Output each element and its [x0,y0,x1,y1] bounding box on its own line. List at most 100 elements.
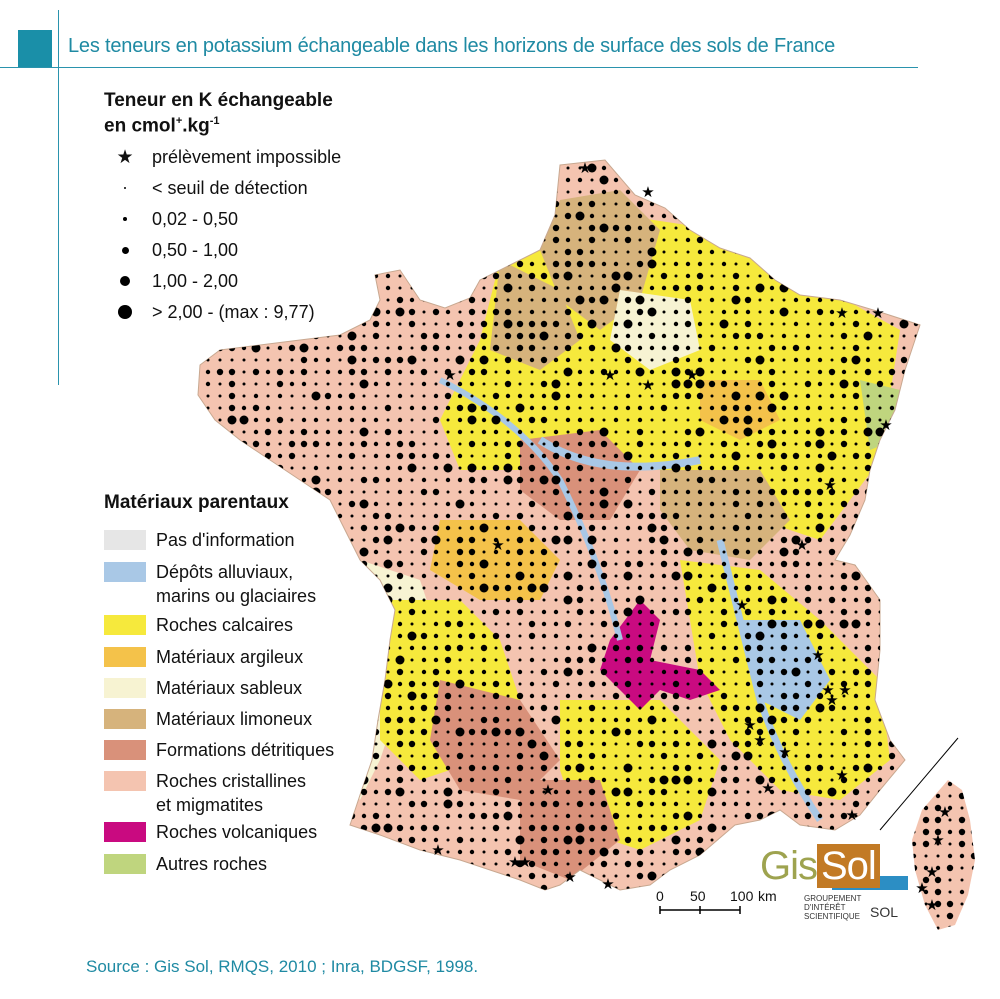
sample-point [866,202,870,206]
sample-point [374,466,378,470]
sample-point [625,201,631,207]
sample-point [432,884,440,890]
sample-point [529,597,535,603]
sample-point [470,874,474,878]
sample-point [542,646,546,650]
sample-point [530,514,534,518]
sample-point [264,464,272,472]
sample-point [672,344,680,352]
sample-point [684,608,692,616]
sample-point [542,310,546,314]
sample-point [697,333,703,339]
sample-point [518,682,522,686]
sample-point [457,477,463,483]
sample-point [300,368,308,376]
sample-point [889,441,895,447]
sample-point [624,236,632,244]
sample-point [517,225,523,231]
sample-point [348,620,356,628]
sample-point [337,489,343,495]
sample-point [637,525,643,531]
sample-point [577,453,583,459]
sample-point [565,789,571,795]
sample-point [432,296,440,304]
sample-point [565,357,571,363]
sample-point [804,488,812,496]
sample-point [662,862,666,866]
sample-point [829,309,835,315]
sample-point [253,429,259,435]
sample-point [901,417,907,423]
sample-point [482,790,486,794]
sample-point [301,477,307,483]
sample-point [672,764,680,772]
sample-point [878,346,882,350]
sample-point [446,430,450,434]
sample-point [769,585,775,591]
sample-point [782,658,786,662]
sample-point [842,802,846,806]
sample-point [350,262,354,266]
sample-point [217,885,223,890]
sample-point [636,260,644,268]
sample-point [386,502,390,506]
legend-label: Matériaux limoneux [156,709,313,729]
sample-point [205,465,211,471]
sample-point [506,190,510,194]
sample-point [662,586,666,590]
sample-point [887,499,897,509]
sample-point [922,876,930,884]
sample-point [842,490,846,494]
sample-point [300,440,308,448]
sample-point [685,825,691,831]
sample-point [626,826,630,830]
sample-point [614,670,618,674]
sample-point [818,262,822,266]
sample-point [362,886,366,890]
sample-point [696,668,704,676]
sample-point [890,262,894,266]
sample-point [229,441,235,447]
sample-point [638,454,642,458]
sample-point [446,238,450,242]
sample-point [385,453,391,459]
sample-point [684,440,692,448]
sample-point [636,512,644,520]
sample-point [517,525,523,531]
sample-point [770,538,774,542]
sample-point [902,310,906,314]
sample-point [397,633,403,639]
gis-sol-logo: Gis Sol GROUPEMENT D'INTÉRÊT SCIENTIFIQUE… [760,844,910,926]
sample-point [540,848,548,856]
sample-point [613,681,619,687]
sample-point [398,250,402,254]
sample-point [468,368,476,376]
sample-point [902,478,906,482]
sample-point [589,609,595,615]
dot-small-icon [123,217,127,221]
sample-point [720,380,728,388]
sample-point [877,741,883,747]
sample-point [721,489,727,495]
sample-point [806,670,810,674]
sample-point [780,272,788,280]
sample-point [458,574,462,578]
sample-point [959,853,965,859]
sample-point [325,669,331,675]
sample-point [385,477,391,483]
sample-point [830,718,834,722]
sample-point [842,646,846,650]
sample-point [300,272,308,280]
sample-point [576,656,584,664]
sample-point [588,236,596,244]
sample-point [709,681,715,687]
sample-point [482,598,486,602]
sample-point [590,406,594,410]
sample-point [254,454,258,458]
sample-point [541,297,547,303]
sample-point [901,621,907,627]
sample-point [901,177,907,183]
sample-point [637,585,643,591]
sample-point [420,704,428,712]
star-icon: ★ [823,476,836,494]
